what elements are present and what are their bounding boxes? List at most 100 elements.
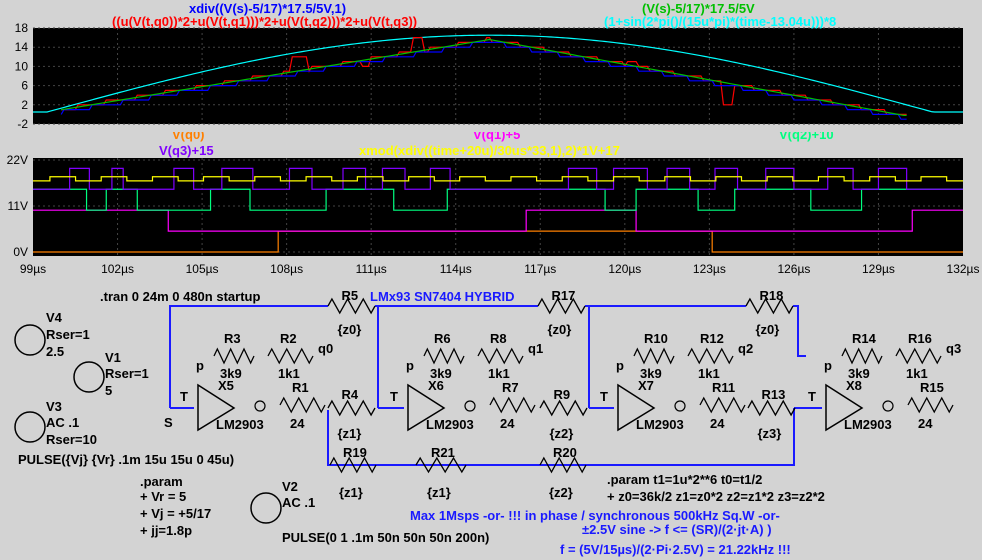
resistor-r13[interactable]: R13 {z3} — [747, 387, 796, 441]
schematic-text: S — [164, 415, 173, 430]
trace-label-q2[interactable]: V(q2)+10 — [779, 132, 834, 142]
inverter-bubble — [254, 400, 266, 412]
resistor-value: 1k1 — [278, 366, 300, 381]
comparator-name: X6 — [428, 378, 444, 393]
resistor-value: 3k9 — [640, 366, 662, 381]
resistor-symbol — [745, 297, 794, 315]
x-tick-label: 102µs — [101, 262, 134, 276]
resistor-r5[interactable]: R5 {z0} — [327, 288, 376, 337]
y-tick-label: 6 — [21, 79, 28, 93]
v4-rser: Rser=1 — [46, 327, 90, 342]
param-block-2[interactable]: .param t1=1u*2**6 t0=t1/2 + z0=36k/2 z1=… — [607, 472, 825, 504]
resistor-symbol — [477, 347, 524, 365]
net-label-out: q3 — [946, 341, 961, 356]
trace-cyan — [33, 34, 963, 113]
comparator-pin-t: T — [390, 389, 398, 404]
resistor-name: R1 — [292, 380, 309, 395]
note-line-2: f = (5V/15µs)/(2·Pi·2.5V) = 21.22kHz !!! — [560, 542, 791, 557]
plot2-area[interactable] — [33, 158, 963, 256]
plot1-area[interactable] — [33, 28, 963, 124]
trace-label-cyan[interactable]: (1+sin(2*pi()/(15u*pi)*(time-13.04u)))*8 — [604, 14, 836, 29]
source-v2[interactable]: V2 AC .1 PULSE(0 1 .1m 50n 50n 50n 200n) — [250, 479, 489, 545]
resistor-value: 3k9 — [430, 366, 452, 381]
trace-label-red[interactable]: ((u(V(t,q0))*2+u(V(t,q1)))*2+u(V(t,q2)))… — [112, 14, 417, 29]
comparator-symbol — [197, 383, 236, 432]
trace-label-q0[interactable]: V(q0) — [172, 132, 205, 142]
y-tick-label: 14 — [15, 40, 29, 54]
resistor-value: {z0} — [756, 322, 780, 337]
comparator-symbol — [617, 383, 656, 432]
v3-pulse: PULSE({Vj} {Vr} .1m 15u 15u 0 45u) — [18, 452, 234, 467]
resistor-name: R7 — [502, 380, 519, 395]
resistor-symbol — [537, 297, 586, 315]
waveform-pane-bottom[interactable]: 22V 11V 0V 99µs 102µs 105µs 108µs 111µs 114µs 11… — [0, 132, 982, 282]
trace-label-green[interactable]: (V(s)-5/17)*17.5/5V — [642, 1, 755, 16]
v2-name: V2 — [282, 479, 298, 494]
param1-line-2: + Vj = +5/17 — [140, 506, 211, 521]
resistor-name: R2 — [280, 331, 297, 346]
inverter-bubble — [464, 400, 476, 412]
resistor-name: R18 — [760, 288, 784, 303]
resistor-name: R3 — [224, 331, 241, 346]
x-tick-label: 120µs — [608, 262, 641, 276]
comparator-name: X7 — [638, 378, 654, 393]
resistor-r17[interactable]: R17 {z0} — [537, 288, 586, 337]
schematic-editor[interactable]: R5{z0} R17{z0} R18 {z0} R4{z1} R9{z2} R13{z3} R… — [0, 282, 982, 560]
resistor-r4[interactable]: R4 {z1} — [327, 387, 376, 441]
x-tick-label: 126µs — [777, 262, 810, 276]
param1-line-1: + Vr = 5 — [140, 489, 186, 504]
v1-value: 5 — [105, 383, 112, 398]
resistor-name: R8 — [490, 331, 507, 346]
source-v3[interactable]: V3 AC .1 Rser=10 PULSE({Vj} {Vr} .1m 15u… — [14, 399, 234, 467]
comparator-part: LM2903 — [844, 417, 892, 432]
source-v4[interactable]: V4 Rser=1 2.5 — [14, 310, 90, 359]
waveform-pane-top[interactable]: 18 14 10 6 2 -2 xdiv((V(s)-5/17)*17.5/5V,1) (… — [0, 0, 982, 132]
resistor-value: 1k1 — [906, 366, 928, 381]
note-line-0: Max 1Msps -or- !!! in phase / synchronou… — [410, 508, 780, 523]
resistor-symbol — [279, 396, 326, 414]
param-block-1[interactable]: .param + Vr = 5 + Vj = +5/17 + jj=1.8p — [140, 474, 211, 538]
schematic-wires — [169, 305, 822, 466]
plot2-traces — [33, 167, 963, 253]
resistor-r18[interactable]: R18 {z0} — [745, 288, 794, 337]
resistor-r21[interactable]: R21 {z1} — [415, 445, 467, 500]
trace-label-xmod[interactable]: xmod(xdiv((time+20u)/30us*33,1),2)*1V+17 — [359, 143, 620, 158]
resistor-r19[interactable]: R19 {z1} — [329, 445, 377, 500]
net-label-out: q2 — [738, 341, 753, 356]
resistor-name: R10 — [644, 331, 668, 346]
source-v1[interactable]: V1 Rser=1 5 — [73, 350, 149, 398]
plot1-y-ticks: 18 14 10 6 2 -2 — [15, 21, 29, 131]
resistor-value: {z0} — [548, 322, 572, 337]
comment-notes[interactable]: Max 1Msps -or- !!! in phase / synchronou… — [410, 508, 791, 557]
resistor-symbol — [539, 399, 588, 417]
trace-label-q1[interactable]: V(q1)+5 — [473, 132, 520, 142]
resistor-name: R19 — [343, 445, 367, 460]
resistor-symbol — [699, 396, 746, 414]
v2-pulse: PULSE(0 1 .1m 50n 50n 50n 200n) — [282, 530, 489, 545]
comparator-symbol — [407, 383, 446, 432]
tran-directive[interactable]: .tran 0 24m 0 480n startup — [100, 289, 260, 304]
trace-xmod — [33, 176, 963, 182]
trace-label-q3[interactable]: V(q3)+15 — [159, 143, 214, 158]
resistor-r20[interactable]: R20 {z2} — [539, 445, 587, 500]
comparator-pin-t: T — [600, 389, 608, 404]
net-label-out: q1 — [528, 341, 543, 356]
resistor-name: R6 — [434, 331, 451, 346]
resistor-value: 1k1 — [488, 366, 510, 381]
v3-name: V3 — [46, 399, 62, 414]
resistor-name: R20 — [553, 445, 577, 460]
schematic-title[interactable]: LMx93 SN7404 HYBRID — [370, 289, 515, 304]
trace-label-blue[interactable]: xdiv((V(s)-5/17)*17.5/5V,1) — [189, 1, 346, 16]
comparator-pin-t: T — [808, 389, 816, 404]
y-tick-label: 22V — [7, 153, 28, 167]
net-label-p: p — [616, 358, 624, 373]
resistor-symbol — [267, 347, 314, 365]
resistor-value: 1k1 — [698, 366, 720, 381]
resistor-r9[interactable]: R9 {z2} — [539, 387, 588, 441]
resistor-value: 24 — [918, 416, 933, 431]
x-tick-label: 108µs — [270, 262, 303, 276]
